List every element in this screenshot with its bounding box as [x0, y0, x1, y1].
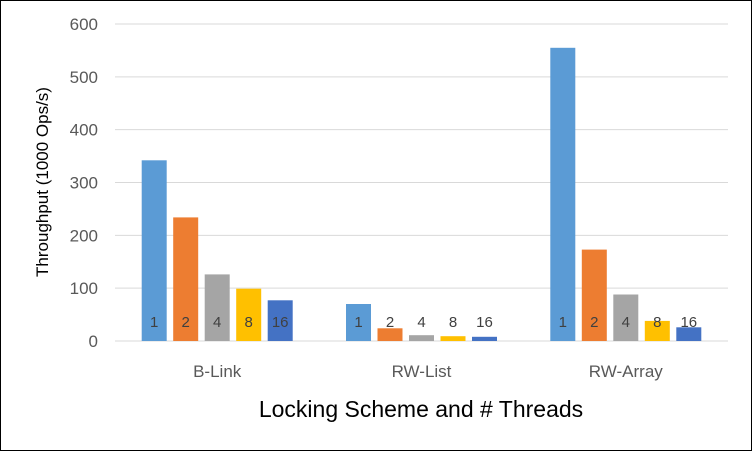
bar-data-label: 16	[476, 314, 493, 331]
bar-rw-array-2	[581, 249, 607, 341]
bar-b-link-16	[267, 300, 293, 341]
bar-rw-array-1	[550, 47, 576, 342]
bar-data-label: 8	[653, 314, 661, 331]
bar-rw-list-8	[440, 336, 466, 341]
bar-b-link-2	[173, 217, 199, 341]
bar-b-link-1	[141, 160, 167, 341]
bar-data-label: 1	[354, 314, 362, 331]
bar-rw-list-4	[409, 335, 434, 341]
bar-data-label: 4	[622, 314, 630, 331]
bar-rw-list-16	[472, 336, 497, 341]
y-tick-label: 200	[70, 226, 98, 245]
bar-data-label: 8	[245, 314, 253, 331]
bar-data-label: 4	[417, 314, 425, 331]
y-tick-label: 400	[70, 121, 98, 140]
y-tick-label: 0	[89, 332, 98, 351]
y-tick-label: 600	[70, 15, 98, 34]
bar-data-label: 16	[680, 314, 697, 331]
x-category-label: RW-Array	[589, 362, 663, 381]
bar-b-link-8	[236, 288, 262, 341]
y-axis-title: Throughput (1000 Ops/s)	[33, 87, 52, 277]
bar-data-label: 2	[590, 314, 598, 331]
x-category-label: RW-List	[392, 362, 452, 381]
bar-data-label: 1	[150, 314, 158, 331]
bar-rw-list-1	[346, 304, 371, 341]
bar-rw-array-16	[676, 327, 702, 341]
x-axis-title: Locking Scheme and # Threads	[259, 396, 583, 422]
y-tick-label: 500	[70, 68, 98, 87]
y-tick-label: 100	[70, 279, 98, 298]
bar-data-label: 1	[559, 314, 567, 331]
bar-data-label: 8	[449, 314, 457, 331]
bar-data-label: 2	[386, 314, 394, 331]
bar-data-label: 2	[182, 314, 190, 331]
bar-rw-list-2	[377, 328, 403, 341]
labels: 0 100 200 300 400 500 600 1 2 4 8 16 B-Link 1 2 4 8 16 RW-…	[70, 15, 698, 381]
x-category-label: B-Link	[193, 362, 242, 381]
bar-data-label: 16	[272, 314, 289, 331]
bar-b-link-4	[204, 274, 230, 341]
bar-rw-array-4	[613, 294, 639, 341]
bar-rw-array-8	[644, 320, 670, 341]
bar-data-label: 4	[213, 314, 221, 331]
y-tick-label: 300	[70, 174, 98, 193]
bars	[141, 47, 702, 342]
